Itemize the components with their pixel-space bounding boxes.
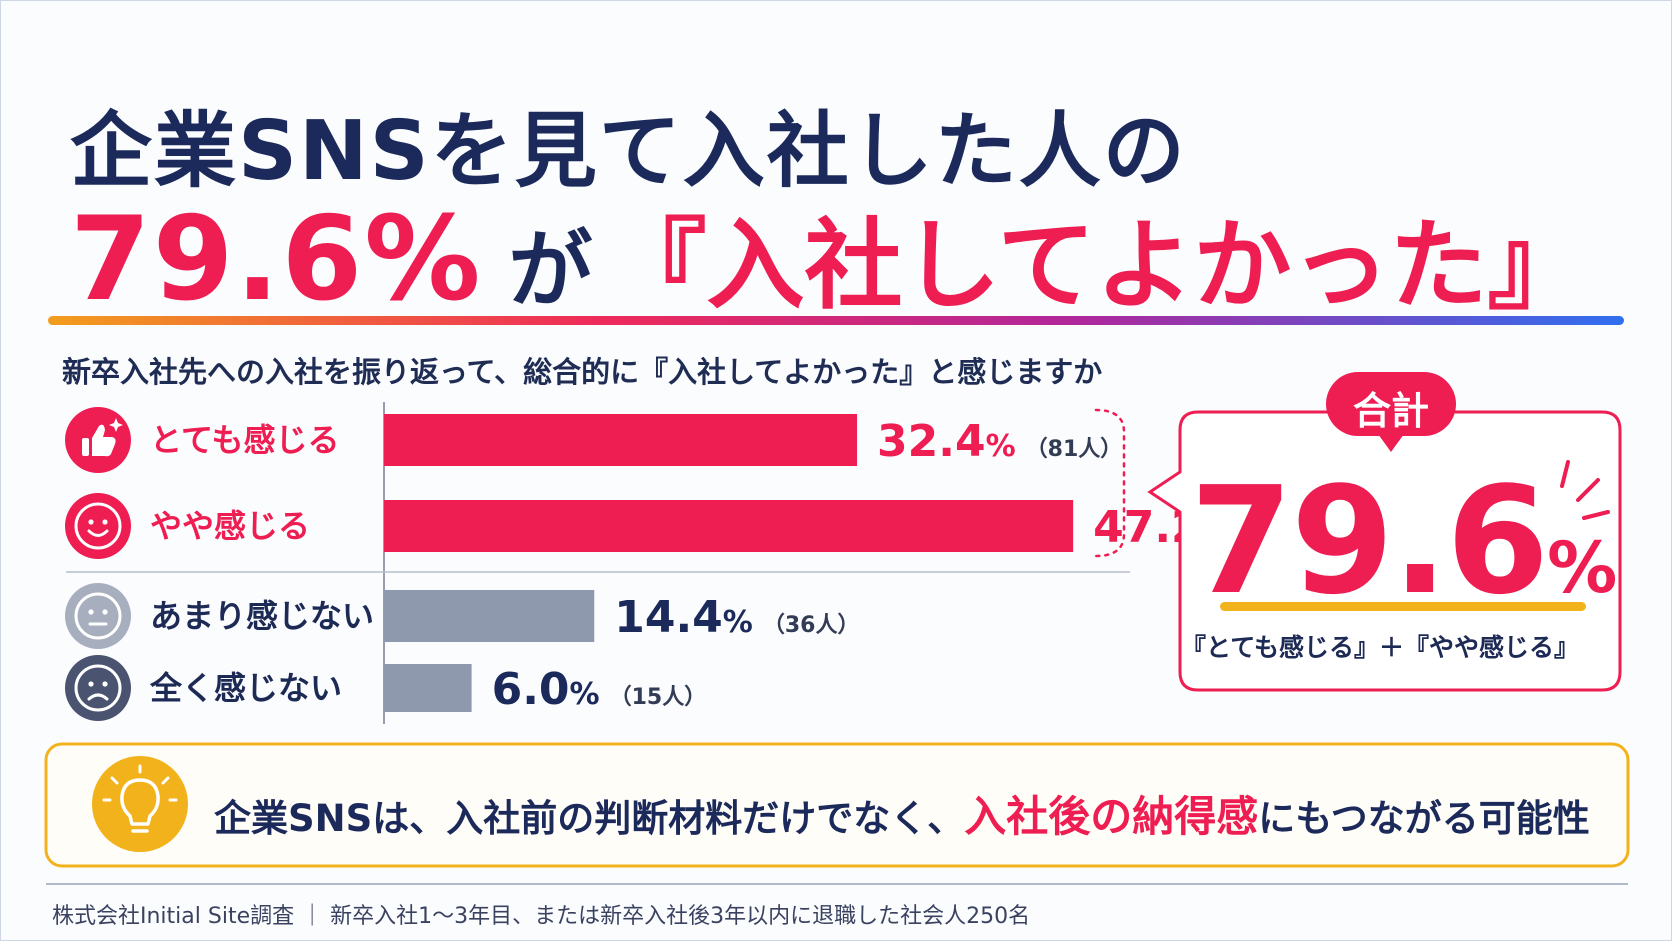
thumbs-up-icon [65, 407, 131, 473]
value-label: 6.0% （15人） [492, 664, 707, 715]
headline-percent: 79.6% [70, 192, 483, 327]
insight-part2: にもつながる可能性 [1258, 797, 1590, 840]
smile-icon [65, 493, 131, 559]
insight-box [44, 742, 1630, 868]
category-label: あまり感じない [150, 597, 374, 635]
emphasis-stroke [1582, 510, 1610, 520]
category-label: やや感じる [150, 507, 310, 545]
frown-icon [65, 655, 131, 721]
value-label: 14.4% （36人） [614, 592, 859, 643]
callout-note: 『とても感じる』＋『やや感じる』 [1180, 633, 1579, 662]
emphasis-stroke [1576, 478, 1600, 502]
callout-value: 79.6% [1190, 455, 1617, 627]
callout-number: 79.6 [1190, 455, 1549, 627]
positive-bracket [1094, 408, 1126, 558]
callout-unit: % [1547, 527, 1618, 609]
category-label: とても感じる [150, 421, 339, 459]
lightbulb-icon [92, 756, 188, 852]
bar [384, 664, 472, 712]
gradient-divider [48, 316, 1624, 325]
category-icons [65, 407, 131, 721]
insight-text: 企業SNSは、入社前の判断材料だけでなく、入社後の納得感にもつながる可能性 [214, 783, 1590, 844]
source-note: 株式会社Initial Site調査 ｜ 新卒入社1～3年目、または新卒入社後3… [52, 904, 1031, 929]
bar [384, 500, 1074, 552]
callout-underline [1220, 602, 1586, 611]
callout-bubble [1147, 410, 1622, 692]
callout-box [1147, 372, 1622, 692]
neutral-face-icon [65, 583, 131, 649]
value-label: 32.4% （81人） [877, 416, 1122, 467]
headline-connector: が [508, 221, 593, 319]
headline-line1: 企業SNSを見て入社した人の [70, 104, 1187, 199]
insight-highlight: 入社後の納得感 [964, 792, 1259, 841]
headline-quote: 『入社してよかった』 [608, 209, 1586, 323]
headline-line2: 79.6% が『入社してよかった』 [70, 186, 1586, 328]
insight-part1: 企業SNSは、入社前の判断材料だけでなく、 [214, 797, 965, 840]
category-label: 全く感じない [149, 669, 342, 707]
survey-question: 新卒入社先への入社を振り返って、総合的に『入社してよかった』と感じますか [62, 355, 1103, 389]
callout-label: 合計 [1352, 389, 1429, 433]
bar [384, 590, 595, 642]
bar [384, 414, 858, 466]
emphasis-stroke [1560, 460, 1570, 488]
bars [384, 414, 1074, 712]
callout-label-pill [1326, 372, 1456, 436]
insight-frame [44, 742, 1630, 868]
